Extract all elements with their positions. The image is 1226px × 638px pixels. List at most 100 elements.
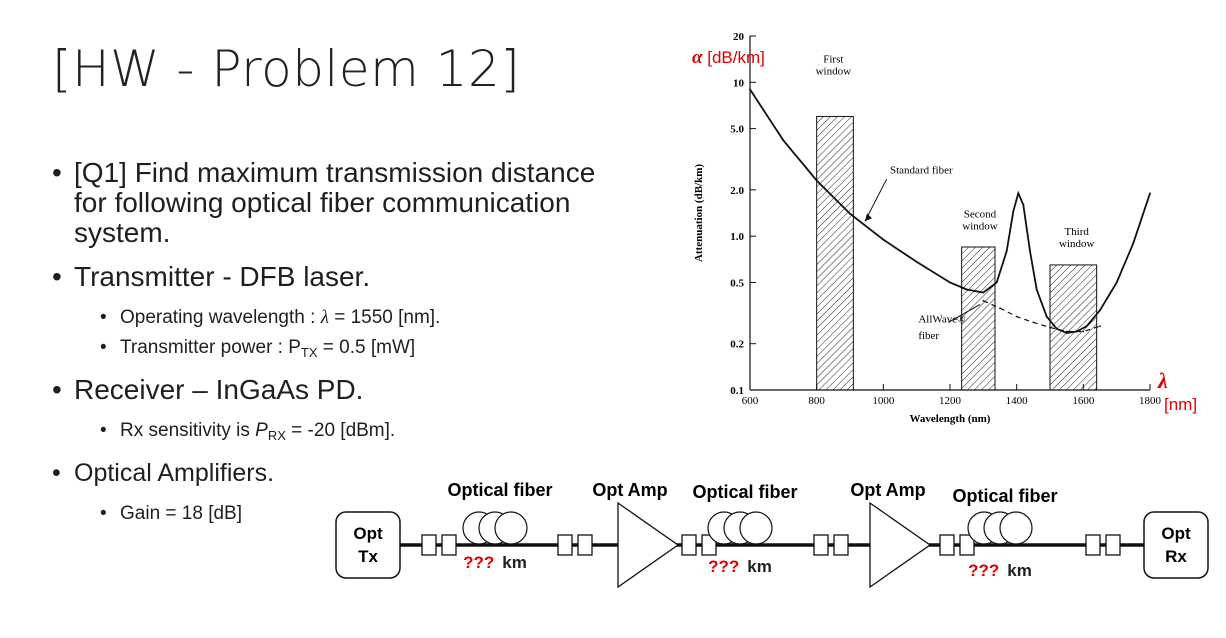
standard-fiber-point <box>849 212 851 215</box>
standard-fiber-point <box>882 238 885 241</box>
window-band-3 <box>1049 264 1098 391</box>
window-label-1-line1: First <box>823 53 843 65</box>
fiber-label-2: Optical fiber <box>692 482 797 502</box>
window-band-1 <box>816 115 854 391</box>
lambda-axis-symbol: λ <box>1157 368 1168 393</box>
rx-label-line2: Rx <box>1165 547 1187 566</box>
rx-label-line1: Opt <box>1161 524 1191 543</box>
allwave-fiber-point <box>982 299 985 302</box>
amplifier-group: Optical Amplifiers. Gain = 18 [dB] <box>52 458 612 526</box>
y-tick-label: 2.0 <box>730 185 744 197</box>
allwave-fiber-point <box>1082 330 1085 333</box>
standard-fiber-point <box>1045 315 1048 318</box>
rx-sens-value: = -20 [dBm]. <box>285 420 396 441</box>
allwave-fiber-point <box>1032 321 1035 324</box>
connector-5 <box>939 534 955 556</box>
lambda-symbol: λ <box>320 307 329 328</box>
standard-fiber-point <box>995 281 998 284</box>
y-tick-label: 0.1 <box>730 385 744 397</box>
connector-4 <box>833 534 849 556</box>
amplifier-triangle-icon <box>617 501 680 589</box>
bullet-tx-power: Transmitter power : PTX = 0.5 [mW] <box>100 336 612 365</box>
allwave-fiber-point <box>1065 330 1068 333</box>
standard-fiber-point <box>965 288 968 291</box>
amp-label-1: Opt Amp <box>592 480 667 500</box>
fiber-label-1: Optical fiber <box>447 480 552 500</box>
standard-fiber-point <box>1029 250 1031 252</box>
annotation-allwave-arrow <box>948 303 981 323</box>
y-tick-label: 10 <box>733 77 745 89</box>
tx-box <box>335 511 401 579</box>
fiber-label-3: Optical fiber <box>952 486 1057 506</box>
fiber-coil-icon <box>739 511 773 545</box>
standard-fiber-point <box>1132 242 1135 245</box>
tx-label-line2: Tx <box>358 547 378 566</box>
bullet-rx-sensitivity: Rx sensitivity is PRX = -20 [dBm]. <box>100 419 612 448</box>
tx-label-line1: Opt <box>353 524 383 543</box>
wavelength-label: Operating wavelength : <box>120 307 321 328</box>
window-label-2-line2: window <box>962 221 998 233</box>
rx-sens-label: Rx sensitivity is <box>120 420 256 441</box>
fiber-distance-2: ??? km <box>708 557 772 576</box>
standard-fiber-point <box>1012 210 1015 213</box>
y-tick-label: 0.2 <box>730 339 744 351</box>
window-label-3-line1: Third <box>1064 226 1089 238</box>
fiber-coil-icon <box>999 511 1033 545</box>
annotation-standard-arrow <box>864 178 888 222</box>
connector-1 <box>421 534 437 556</box>
x-tick-label: 1800 <box>1139 395 1162 407</box>
window-label-3-line2: window <box>1059 238 1095 250</box>
y-tick-label: 1.0 <box>730 231 744 243</box>
y-axis-label: Attenuation (dB/km) <box>693 164 705 262</box>
x-tick-label: 1200 <box>939 395 962 407</box>
standard-fiber-point <box>1035 288 1038 291</box>
x-tick-label: 1600 <box>1072 395 1095 407</box>
y-tick-label: 0.5 <box>730 277 744 289</box>
connector-3 <box>681 534 697 556</box>
tx-power-sub: TX <box>300 345 318 360</box>
slide-title: [HW - Problem 12] <box>52 40 521 98</box>
allwave-fiber-point <box>1099 325 1101 328</box>
tx-power-label: Transmitter power : P <box>120 337 301 358</box>
window-label-1-line2: window <box>816 65 852 77</box>
bullet-transmitter: Transmitter - DFB laser. <box>52 262 612 293</box>
connector-4 <box>813 534 829 556</box>
rx-sens-symbol: P <box>255 420 268 441</box>
annotation-standard-fiber: Standard fiber <box>890 165 953 177</box>
standard-fiber-point <box>1017 192 1020 195</box>
transmitter-group: Transmitter - DFB laser. Operating wavel… <box>52 262 612 365</box>
standard-fiber-point <box>1005 250 1008 252</box>
standard-fiber-point <box>1115 281 1118 284</box>
rx-sens-sub: RX <box>267 428 286 443</box>
connector-6 <box>1085 534 1101 556</box>
arrow-head-icon <box>865 213 872 222</box>
standard-fiber-point <box>1022 203 1025 206</box>
bullet-receiver: Receiver – InGaAs PD. <box>52 375 612 406</box>
series-allwave-fiber <box>983 300 1101 333</box>
connector-6 <box>1105 534 1121 556</box>
connector-5 <box>959 534 975 556</box>
rx-box <box>1143 511 1209 579</box>
standard-fiber-point <box>1085 325 1088 328</box>
amp-label-2: Opt Amp <box>850 480 925 500</box>
amplifier-triangle-icon <box>869 501 932 589</box>
connector-1 <box>441 534 457 556</box>
wavelength-value: = 1550 [nm]. <box>328 307 441 328</box>
standard-fiber-point <box>1099 309 1101 312</box>
allwave-fiber-point <box>999 307 1001 310</box>
tx-power-value: = 0.5 [mW] <box>317 337 416 358</box>
x-tick-label: 600 <box>742 395 759 407</box>
bullet-list: [Q1] Find maximum transmission distance … <box>52 158 612 536</box>
bullet-q1: [Q1] Find maximum transmission distance … <box>52 158 612 248</box>
standard-fiber-point <box>1149 192 1151 195</box>
x-axis-label: Wavelength (nm) <box>910 413 991 425</box>
allwave-fiber-point <box>1015 315 1018 318</box>
standard-fiber-point <box>1055 327 1058 330</box>
connector-2 <box>577 534 593 556</box>
x-tick-label: 800 <box>808 395 825 407</box>
standard-fiber-point <box>815 179 818 182</box>
x-tick-label: 1400 <box>1006 395 1029 407</box>
standard-fiber-point <box>1065 332 1068 334</box>
